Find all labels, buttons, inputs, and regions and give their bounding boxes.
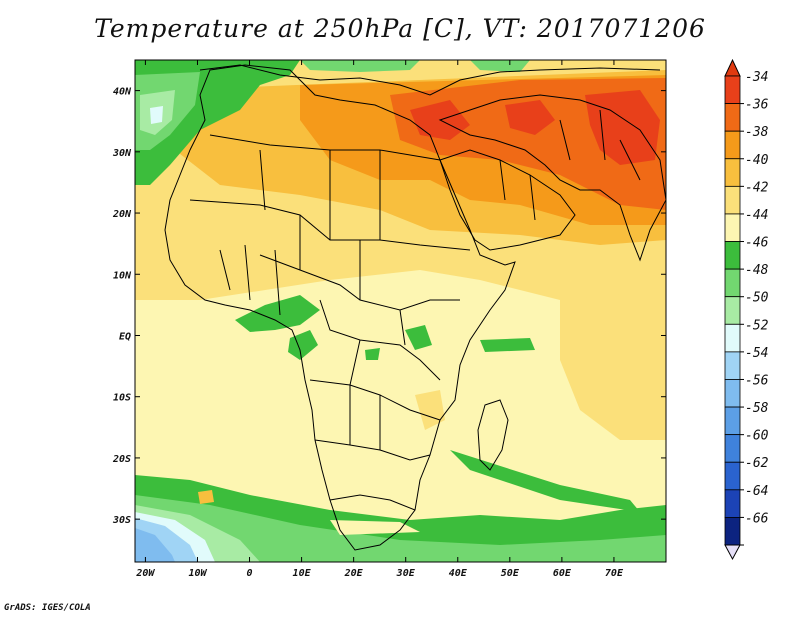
x-tick-label: 0	[247, 568, 253, 579]
map-title: Temperature at 250hPa [C], VT: 201707120…	[94, 14, 706, 43]
field-orange-east-indian	[560, 290, 666, 440]
colorbar-swatch	[724, 103, 741, 132]
colorbar-label: -38	[745, 125, 769, 140]
field-green-top	[300, 60, 420, 72]
colorbar-label: -64	[745, 484, 768, 499]
colorbar-swatch	[724, 130, 741, 160]
colorbar-bottom-arrow	[724, 544, 741, 561]
coastline-africa	[164, 64, 516, 551]
colorbar-swatch	[724, 323, 741, 353]
colorbar-swatch	[724, 268, 741, 298]
x-tick-label: 20E	[344, 568, 364, 579]
colorbar-label: -50	[745, 291, 769, 306]
colorbar-swatch	[724, 213, 741, 242]
colorbar-swatch	[724, 461, 741, 491]
y-tick-label: 10S	[113, 393, 131, 404]
x-tick-label: 20W	[135, 568, 155, 579]
x-tick-label: 10E	[293, 568, 312, 579]
x-axis-labels: 20W 10W 0 10E 20E 30E 40E 50E 60E 70E	[135, 568, 624, 579]
border-7	[329, 494, 416, 511]
colorbar-label: -42	[745, 180, 769, 195]
border-11	[499, 109, 641, 221]
border-8	[259, 149, 381, 300]
colorbar-label: -52	[745, 318, 769, 333]
field-orange-south-patch	[198, 490, 214, 504]
field-green-westafrica	[235, 295, 320, 332]
border-9	[349, 309, 406, 450]
y-axis-labels: 40N 30N 20N 10N EQ 10S 20S 30S	[112, 87, 132, 527]
x-tick-label: 70E	[605, 568, 624, 579]
map-border	[134, 59, 667, 563]
colorbar-swatch	[724, 351, 741, 380]
field-minus34-c	[505, 100, 555, 135]
coastline-madagascar	[477, 399, 509, 471]
colorbar-label: -62	[745, 456, 769, 471]
field-green-sam	[365, 348, 380, 360]
field-green-indian	[480, 338, 535, 352]
colorbar-swatch	[724, 434, 741, 463]
colorbar-label: -40	[745, 153, 769, 168]
field-blue-south2	[135, 528, 175, 562]
coastline-europe	[199, 64, 661, 96]
colorbar-label: -44	[745, 208, 768, 223]
border-10	[219, 244, 281, 316]
y-tick-label: EQ	[119, 331, 131, 342]
field-green-south-indian	[450, 450, 640, 512]
colorbar-top-arrow	[724, 58, 741, 77]
colorbar-swatch	[724, 379, 741, 408]
x-tick-label: 60E	[553, 568, 572, 579]
colorbar-label: -60	[745, 429, 769, 444]
x-tick-label: 10W	[188, 568, 207, 579]
colorbar-swatch	[724, 517, 741, 546]
colorbar-label: -36	[745, 98, 769, 113]
colorbar-label: -34	[745, 70, 768, 85]
coastlines	[164, 64, 666, 551]
y-tick-label: 40N	[113, 87, 132, 98]
y-tick-label: 20N	[112, 209, 132, 220]
y-tick-label: 20S	[112, 454, 131, 465]
y-tick-label: 30N	[112, 148, 132, 159]
y-tick-label: 10N	[113, 270, 132, 281]
coastline-asia	[438, 94, 666, 262]
field-green-south-light	[135, 495, 666, 562]
colorbar-swatch	[724, 296, 741, 325]
grads-credit: GrADS: IGES/COLA	[4, 603, 91, 613]
colorbar-swatch	[724, 406, 741, 436]
colorbar-label: -54	[745, 346, 768, 361]
colorbar-swatch	[724, 489, 741, 518]
field-orange-madagascar	[415, 390, 445, 430]
x-tick-label: 40E	[449, 568, 468, 579]
colorbar-swatch	[724, 241, 741, 270]
axis-ticks	[135, 60, 666, 562]
colorbar-label: -58	[745, 401, 769, 416]
colorbar-label: -48	[745, 263, 769, 278]
field-nw-cyan	[150, 106, 163, 124]
x-tick-label: 30E	[396, 568, 416, 579]
x-tick-label: 50E	[501, 568, 520, 579]
colorbar-label: -46	[745, 236, 769, 251]
colorbar-label: -56	[745, 373, 769, 388]
colorbar-swatch	[724, 158, 741, 187]
field-green-top2	[470, 60, 530, 72]
field-green-eastafrica	[405, 325, 432, 350]
map-frame	[135, 60, 666, 562]
colorbar-label: -66	[745, 511, 769, 526]
colorbar-swatch	[724, 185, 741, 215]
y-tick-label: 30S	[112, 515, 131, 526]
colorbar: -34 -36 -38 -40 -42 -44 -46 -48 -50 -52 -54 -56 -58 -…	[724, 58, 769, 561]
colorbar-swatch	[724, 75, 741, 104]
border-4	[319, 299, 441, 381]
